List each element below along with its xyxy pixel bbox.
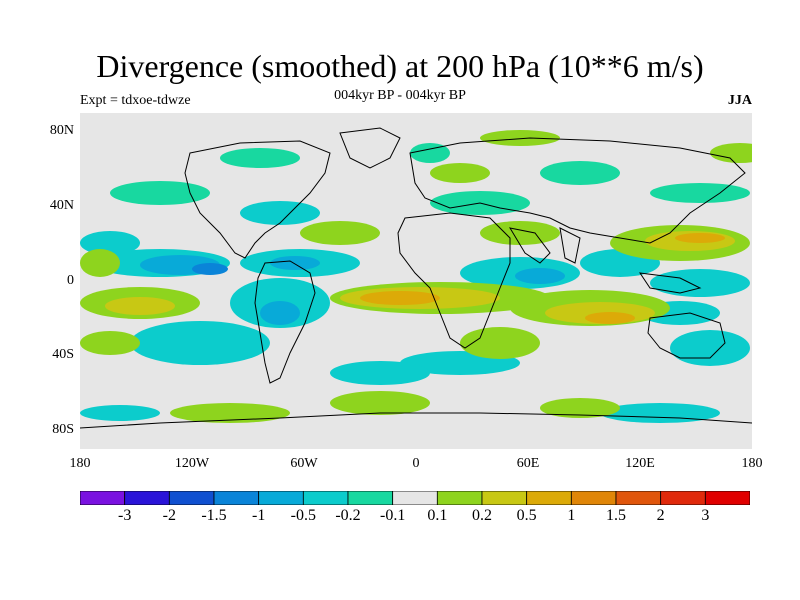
colorbar-swatch	[347, 491, 394, 505]
lon-tick-0: 0	[412, 456, 420, 471]
divergence-fields	[80, 130, 752, 423]
colorbar-swatch	[704, 491, 750, 505]
positive-field	[80, 130, 752, 423]
lat-tick-40s: 40S	[52, 347, 74, 362]
lat-tick-40n: 40N	[49, 198, 74, 213]
colorbar-label: -0.1	[379, 507, 406, 524]
colorbar-label: 1	[567, 507, 576, 524]
lat-tick-80n: 80N	[49, 123, 74, 138]
divergence-map	[80, 113, 752, 449]
colorbar-label: -0.2	[335, 507, 361, 524]
colorbar-swatch	[80, 491, 126, 505]
lon-tick-120w: 120W	[174, 456, 210, 471]
season-label: JJA	[727, 93, 752, 108]
colorbar-label: 2	[656, 507, 665, 524]
colorbar-label: 0.2	[472, 507, 492, 524]
colorbar-label: -0.5	[290, 507, 316, 524]
lat-tick-80s: 80S	[52, 422, 74, 437]
colorbar-swatch	[481, 491, 528, 505]
colorbar-label: 0.5	[516, 507, 537, 524]
colorbar-label: -1.5	[201, 507, 227, 524]
coastlines	[80, 127, 752, 429]
colorbar-swatch	[660, 491, 706, 505]
page-title: Divergence (smoothed) at 200 hPa (10**6 …	[96, 48, 704, 84]
colorbar-label: 0.1	[427, 507, 448, 524]
lon-tick-180w: 180	[69, 456, 91, 471]
colorbar-label: 1.5	[606, 507, 626, 524]
colorbar-swatch	[168, 491, 215, 505]
subtitle: 004kyr BP - 004kyr BP	[334, 88, 466, 103]
colorbar-label: -3	[117, 507, 132, 524]
lat-tick-0: 0	[67, 273, 74, 288]
colorbar-swatch	[213, 491, 260, 505]
colorbar-label: 3	[701, 507, 710, 524]
colorbar-swatch	[392, 491, 438, 505]
lon-tick-180e: 180	[741, 456, 763, 471]
colorbar	[80, 491, 750, 505]
colorbar-swatch	[615, 491, 662, 505]
colorbar-swatch	[436, 491, 483, 505]
colorbar-swatch	[124, 491, 170, 505]
colorbar-swatch	[302, 491, 349, 505]
colorbar-swatch	[570, 491, 617, 505]
lon-tick-120e: 120E	[625, 456, 655, 471]
lon-tick-60e: 60E	[516, 456, 540, 471]
experiment-label: Expt = tdxoe-tdwze	[80, 93, 191, 108]
lon-tick-60w: 60W	[290, 456, 318, 471]
map-background	[80, 113, 752, 449]
colorbar-swatch	[258, 491, 304, 505]
colorbar-label: -1	[251, 507, 266, 524]
colorbar-label: -2	[162, 507, 176, 524]
colorbar-swatch	[526, 491, 572, 505]
